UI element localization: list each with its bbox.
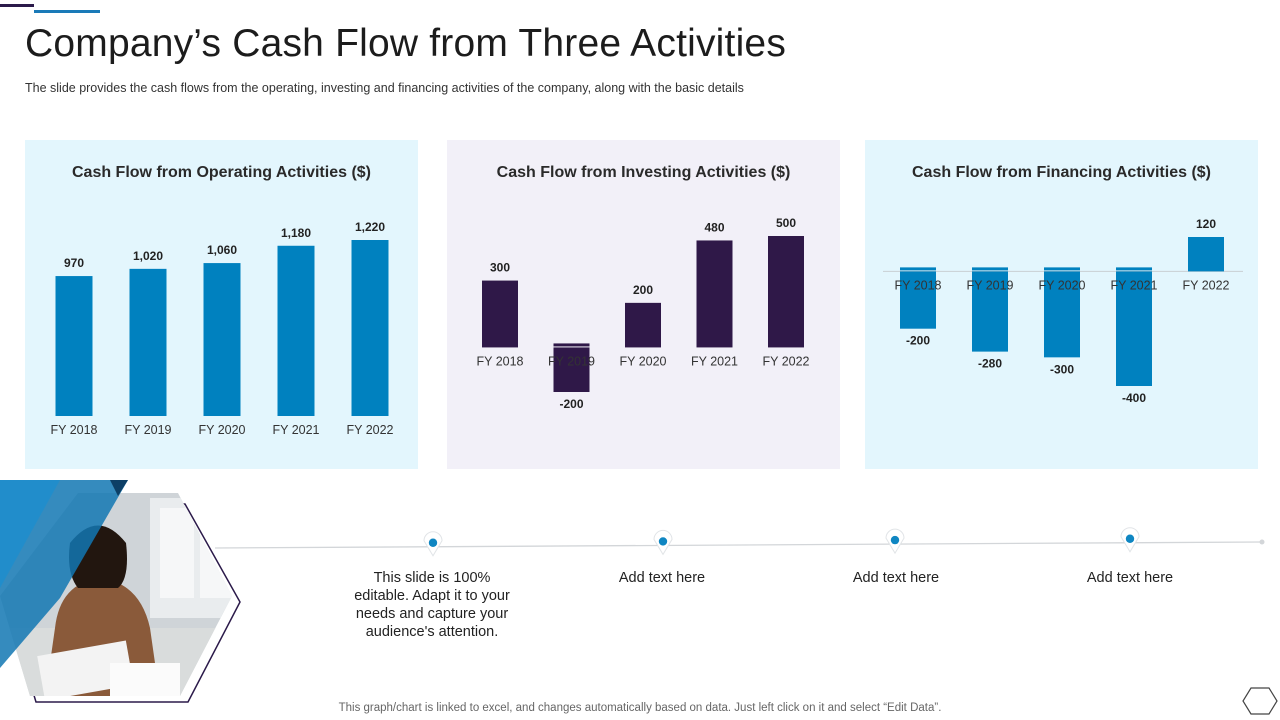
bar-fy-2018[interactable] — [55, 276, 93, 416]
investing-chart-panel[interactable]: Cash Flow from Investing Activities ($) … — [447, 140, 840, 469]
timeline-marker-dot — [890, 535, 900, 545]
data-label: 480 — [704, 220, 724, 234]
bar-fy-2020[interactable] — [625, 302, 661, 348]
timeline-line — [214, 541, 1263, 549]
bar-fy-2019[interactable] — [972, 271, 1008, 352]
investing-chart: 300 FY 2018 -200 FY 2019 200 FY 2020 480 FY 202… — [476, 216, 809, 411]
investing-chart-title: Cash Flow from Investing Activities ($) — [496, 164, 791, 181]
financing-chart-title: Cash Flow from Financing Activities ($) — [912, 164, 1211, 181]
data-label: 300 — [490, 261, 510, 275]
category-label: FY 2021 — [272, 423, 319, 437]
data-label: 500 — [776, 216, 796, 230]
data-label: 1,020 — [133, 249, 163, 263]
footer-note: This graph/chart is linked to excel, and… — [338, 702, 942, 714]
bar-fy-2021[interactable] — [277, 245, 315, 416]
category-label: FY 2018 — [50, 423, 97, 437]
data-label: 200 — [633, 283, 653, 297]
data-label: -400 — [1122, 391, 1146, 405]
bar-fy-2019[interactable] — [553, 347, 590, 392]
data-label: 1,180 — [281, 226, 311, 240]
data-label: 970 — [64, 256, 84, 270]
photo-hexagon — [0, 480, 241, 703]
category-label: FY 2020 — [619, 354, 666, 368]
bar-fy-2020[interactable] — [203, 263, 241, 416]
page-subtitle: The slide provides the cash flows from t… — [25, 81, 744, 95]
accent-bar-dark — [0, 4, 34, 7]
page-title: Company’s Cash Flow from Three Activitie… — [25, 22, 787, 65]
data-label: 1,060 — [207, 243, 237, 257]
timeline-end-dot — [1259, 539, 1265, 545]
bar-fy-2019[interactable] — [129, 268, 167, 416]
timeline — [214, 527, 1265, 557]
financing-chart: -200 FY 2018 -280 FY 2019 -300 FY 2020 -400 FY … — [883, 217, 1243, 405]
timeline-marker-dot — [1125, 534, 1135, 543]
category-label: FY 2022 — [762, 354, 809, 368]
category-label: FY 2021 — [691, 354, 738, 368]
category-label: FY 2021 — [1110, 278, 1157, 292]
data-label: -280 — [978, 357, 1002, 371]
bar-cap — [553, 343, 590, 347]
timeline-text-2[interactable]: Add text here — [618, 570, 706, 586]
operating-chart-panel[interactable]: Cash Flow from Operating Activities ($) … — [25, 140, 418, 469]
bar-fy-2020[interactable] — [1044, 271, 1080, 358]
category-label: FY 2019 — [124, 423, 171, 437]
bar-fy-2021[interactable] — [696, 240, 733, 348]
bar-cap — [900, 267, 936, 271]
category-label: FY 2018 — [894, 278, 941, 292]
financing-chart-panel[interactable]: Cash Flow from Financing Activities ($) … — [865, 140, 1258, 469]
data-label: 120 — [1196, 217, 1216, 231]
category-label: FY 2018 — [476, 354, 523, 368]
timeline-text-4[interactable]: Add text here — [1086, 570, 1174, 586]
bar-cap — [972, 267, 1008, 271]
operating-chart-title: Cash Flow from Operating Activities ($) — [71, 164, 371, 181]
timeline-text-1[interactable]: This slide is 100% editable. Adapt it to… — [354, 570, 510, 640]
bar-fy-2018[interactable] — [482, 280, 518, 348]
timeline-marker-dot — [428, 538, 438, 547]
data-label: -200 — [906, 334, 930, 348]
operating-chart: 970 FY 2018 1,020 FY 2019 1,060 FY 2020 1,180 F… — [50, 220, 393, 437]
bar-fy-2021[interactable] — [1116, 271, 1152, 386]
data-label: -300 — [1050, 362, 1074, 376]
category-label: FY 2019 — [548, 354, 595, 368]
category-label: FY 2019 — [966, 278, 1013, 292]
accent-bar-blue — [34, 10, 100, 13]
data-label: -200 — [559, 397, 583, 411]
bar-fy-2022[interactable] — [768, 236, 804, 348]
category-label: FY 2022 — [1182, 278, 1229, 292]
category-label: FY 2020 — [198, 423, 245, 437]
bar-fy-2022[interactable] — [1188, 237, 1224, 272]
bar-cap — [1116, 267, 1152, 271]
category-label: FY 2020 — [1038, 278, 1085, 292]
timeline-text-3[interactable]: Add text here — [852, 570, 940, 586]
timeline-marker-dot — [658, 537, 668, 546]
data-label: 1,220 — [355, 220, 385, 234]
bar-fy-2018[interactable] — [900, 271, 936, 329]
bar-cap — [1044, 267, 1080, 271]
category-label: FY 2022 — [346, 423, 393, 437]
bar-fy-2022[interactable] — [351, 240, 389, 416]
hexagon-icon — [1242, 687, 1278, 715]
